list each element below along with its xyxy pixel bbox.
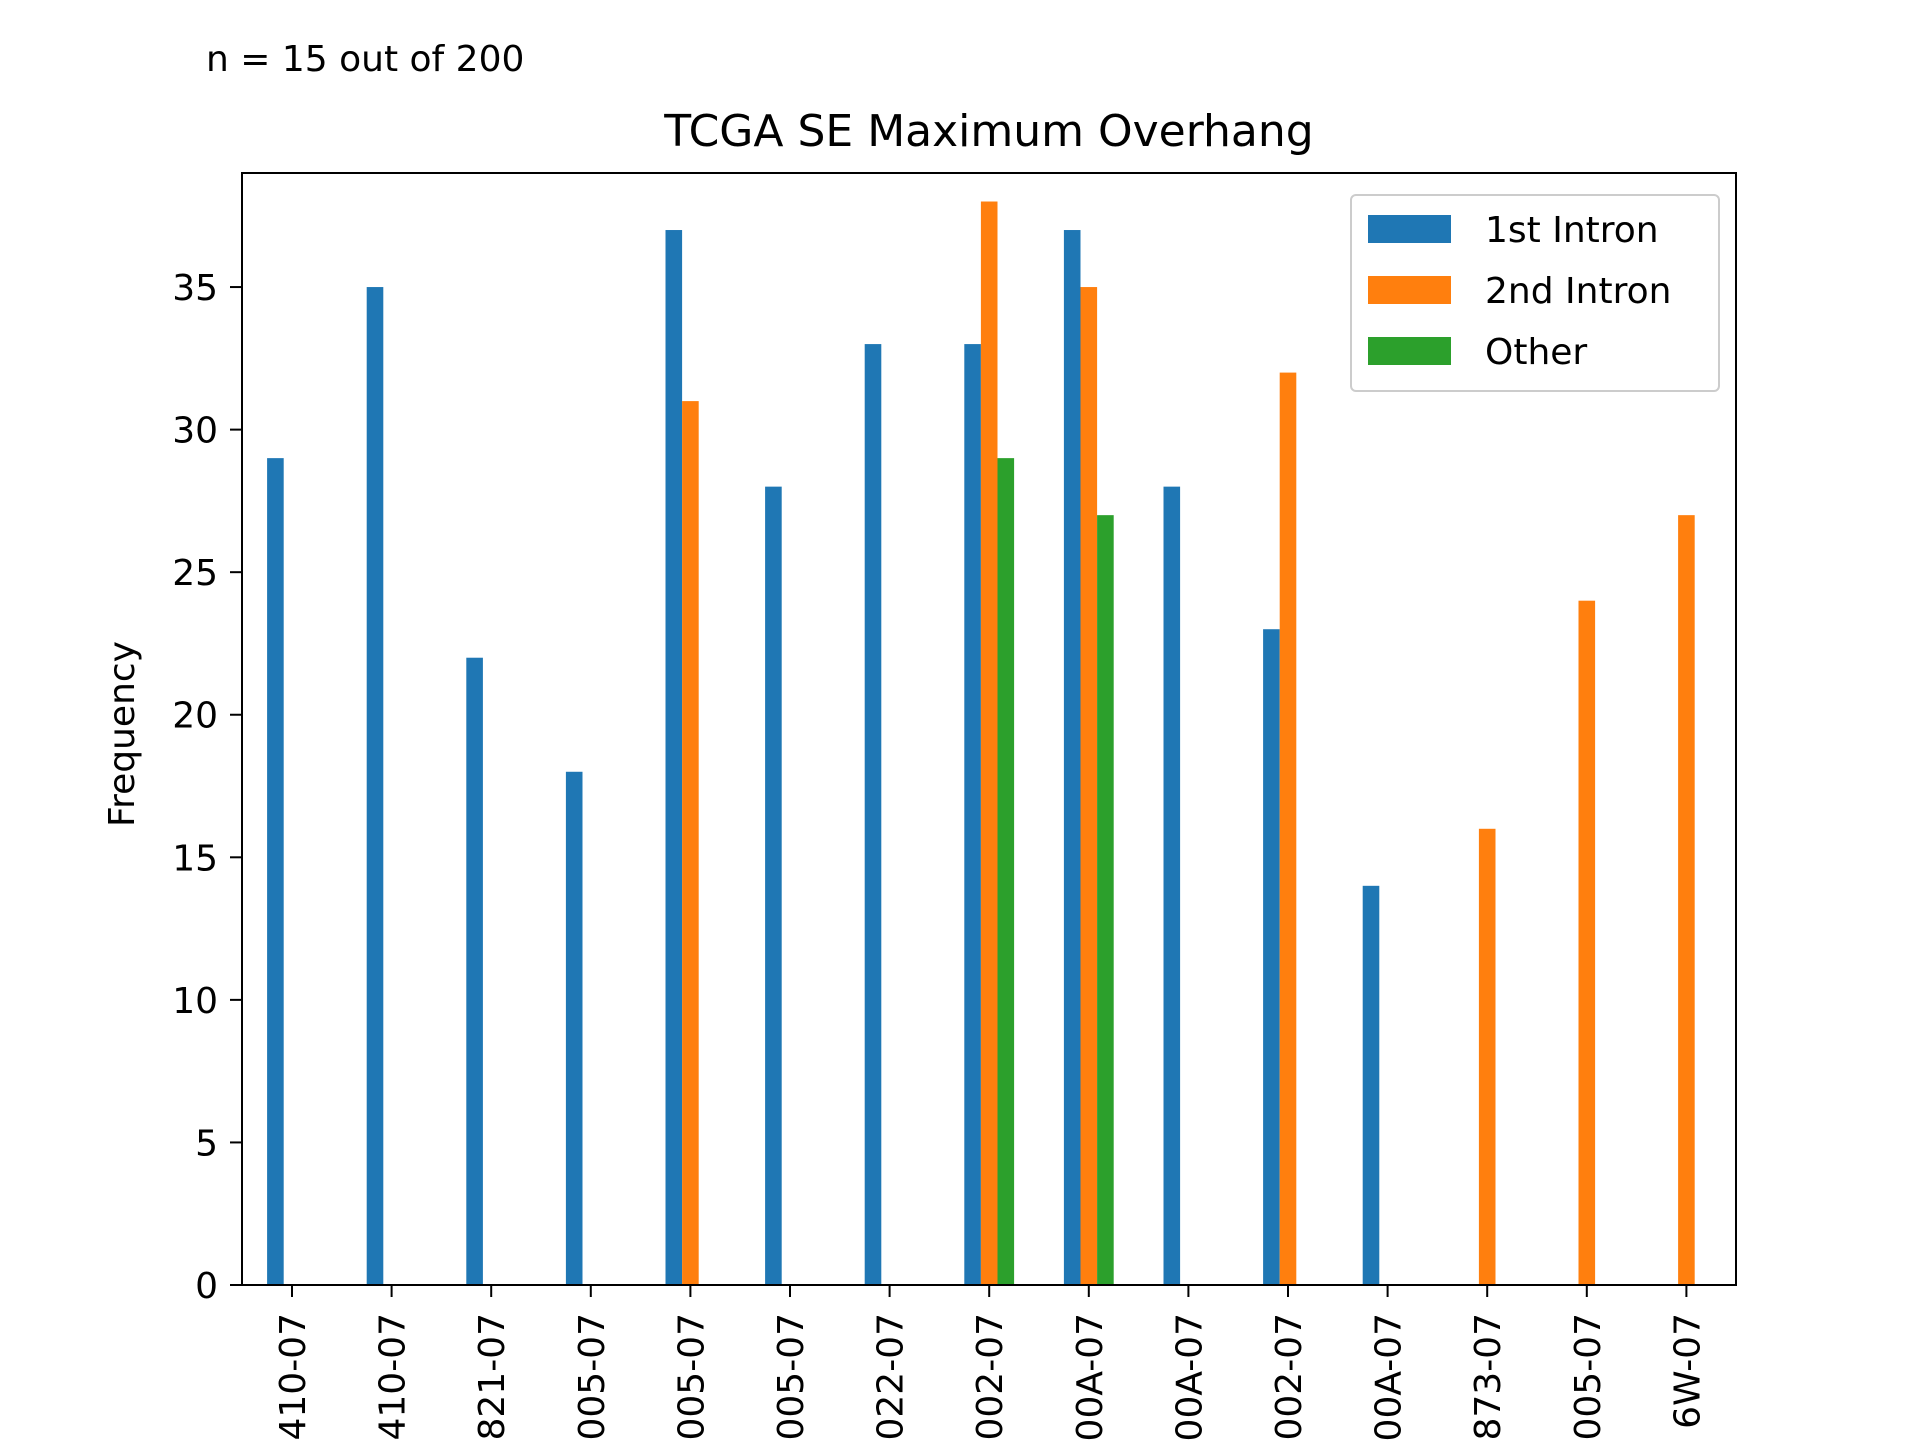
- x-tick-label: 002-07: [1269, 1313, 1310, 1440]
- x-tick-label: 005-07: [671, 1313, 712, 1440]
- bar-2nd-intron-13: [1478, 828, 1496, 1285]
- legend-label-2nd-intron: 2nd Intron: [1485, 271, 1671, 312]
- y-axis: 0 5 10 15 20 25 30 35: [172, 268, 242, 1307]
- chart-title: TCGA SE Maximum Overhang: [663, 106, 1313, 157]
- x-axis: 410-07 410-07 821-07 005-07 005-07 005-07 022-…: [273, 1285, 1708, 1441]
- bar-2nd-intron-5: [682, 401, 699, 1286]
- y-axis-label: Frequency: [102, 641, 143, 827]
- bar-1st-intron-9: [1063, 230, 1081, 1285]
- y-tick-label: 35: [172, 268, 218, 309]
- bar-1st-intron-12: [1362, 885, 1380, 1285]
- x-tick-label: 005-07: [1568, 1313, 1609, 1440]
- x-tick-label: 821-07: [472, 1313, 513, 1440]
- bar-1st-intron-8: [964, 344, 981, 1286]
- x-tick-label: 00A-07: [1070, 1313, 1111, 1440]
- bars-layer: [267, 201, 1695, 1286]
- x-tick-label: 410-07: [273, 1313, 314, 1440]
- x-tick-label: 873-07: [1468, 1313, 1509, 1440]
- y-tick-label: 20: [172, 696, 218, 737]
- bar-2nd-intron-11: [1279, 372, 1297, 1286]
- bar-1st-intron-2: [366, 287, 384, 1285]
- legend-label-other: Other: [1485, 332, 1587, 373]
- x-tick-label: 002-07: [970, 1313, 1011, 1440]
- bar-1st-intron-3: [466, 657, 483, 1285]
- y-tick-label: 0: [195, 1266, 218, 1307]
- legend-swatch-2nd-intron: [1368, 276, 1451, 304]
- legend-swatch-1st-intron: [1368, 215, 1451, 243]
- legend: 1st Intron 2nd Intron Other: [1350, 194, 1720, 392]
- bar-1st-intron-1: [267, 458, 284, 1285]
- sample-count-annotation: n = 15 out of 200: [206, 39, 524, 80]
- y-tick-label: 10: [172, 981, 218, 1022]
- legend-swatch-other: [1368, 337, 1451, 365]
- y-tick-label: 15: [172, 838, 218, 879]
- bar-other-8: [997, 458, 1015, 1285]
- x-tick-label: 00A-07: [1369, 1313, 1410, 1440]
- bar-1st-intron-10: [1163, 486, 1181, 1285]
- y-tick-label: 30: [172, 411, 218, 452]
- bar-2nd-intron-14: [1578, 600, 1596, 1285]
- bar-1st-intron-4: [565, 771, 583, 1285]
- x-tick-label: 410-07: [373, 1313, 414, 1440]
- x-tick-label: 022-07: [871, 1313, 912, 1440]
- bar-1st-intron-6: [765, 486, 782, 1285]
- x-tick-label: 005-07: [572, 1313, 613, 1440]
- bar-other-9: [1097, 515, 1114, 1285]
- bar-2nd-intron-8: [980, 201, 998, 1285]
- y-tick-label: 5: [195, 1123, 218, 1164]
- bar-1st-intron-11: [1263, 629, 1280, 1285]
- x-tick-label: 6W-07: [1667, 1313, 1708, 1429]
- legend-label-1st-intron: 1st Intron: [1485, 210, 1659, 251]
- bar-1st-intron-5: [665, 230, 683, 1285]
- bar-2nd-intron-15: [1678, 515, 1695, 1285]
- x-tick-label: 00A-07: [1169, 1313, 1210, 1440]
- y-tick-label: 25: [172, 553, 218, 594]
- bar-2nd-intron-9: [1080, 287, 1098, 1285]
- bar-1st-intron-7: [864, 344, 882, 1286]
- x-tick-label: 005-07: [771, 1313, 812, 1440]
